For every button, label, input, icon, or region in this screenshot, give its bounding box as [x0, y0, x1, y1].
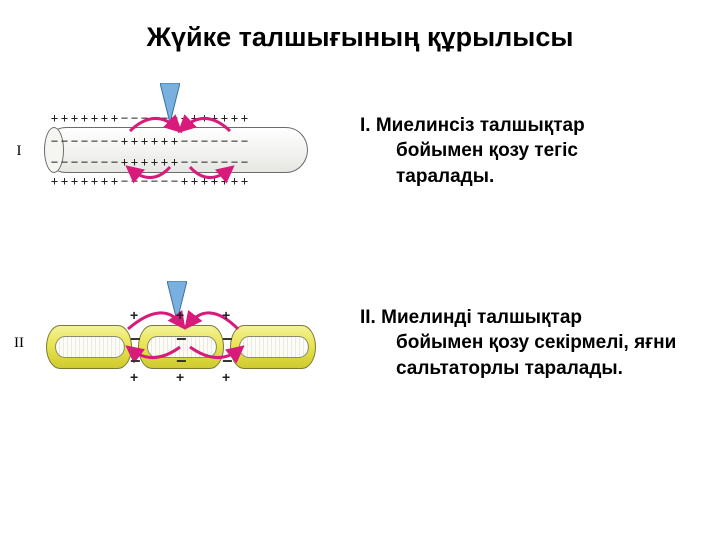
current-arrows-bottom	[112, 163, 252, 187]
node-charge-inner: −	[130, 329, 141, 350]
node-charge-inner: −	[176, 329, 187, 350]
figure-unmyelinated: +++++++−−−−−−+++++++ −−−−−−−++++++−−−−−−…	[40, 81, 320, 221]
node-charge-outer: +	[130, 307, 138, 323]
caption-i-lead: I. Миелинсіз талшықтар	[360, 115, 585, 136]
roman-ii: II	[10, 335, 28, 352]
caption-i-rest: бойымен қозу тегіс таралады.	[360, 138, 680, 189]
caption-ii-lead: II. Миелинді талшықтар	[360, 307, 582, 328]
node-charge-outer: +	[176, 307, 184, 323]
figure-myelinated: ++−−++−−++−−	[40, 273, 320, 413]
page-title: Жүйке талшығының құрылысы	[0, 0, 720, 53]
content-area: I +++++++−−−−−−+++++++ −−−−−−−++++++−−−−…	[0, 53, 720, 413]
node-charge-inner: −	[222, 329, 233, 350]
row-unmyelinated: I +++++++−−−−−−+++++++ −−−−−−−++++++−−−−…	[10, 81, 710, 221]
caption-i: I. Миелинсіз талшықтар бойымен қозу тегі…	[360, 113, 710, 190]
row-myelinated: II ++−−++−−++−−	[10, 273, 710, 413]
roman-i: I	[10, 143, 28, 160]
caption-ii-rest: бойымен қозу секірмелі, яғни сальтаторлы…	[360, 330, 680, 381]
node-charge-inner: −	[222, 351, 233, 372]
current-arrows-top	[100, 111, 260, 137]
node-charge-outer: +	[222, 307, 230, 323]
node-charge-inner: −	[176, 351, 187, 372]
diagram-unmyelinated-col: I +++++++−−−−−−+++++++ −−−−−−−++++++−−−−…	[10, 81, 330, 221]
node-charge-inner: −	[130, 351, 141, 372]
caption-ii: II. Миелинді талшықтар бойымен қозу секі…	[360, 305, 710, 382]
diagram-myelinated-col: II ++−−++−−++−−	[10, 273, 330, 413]
